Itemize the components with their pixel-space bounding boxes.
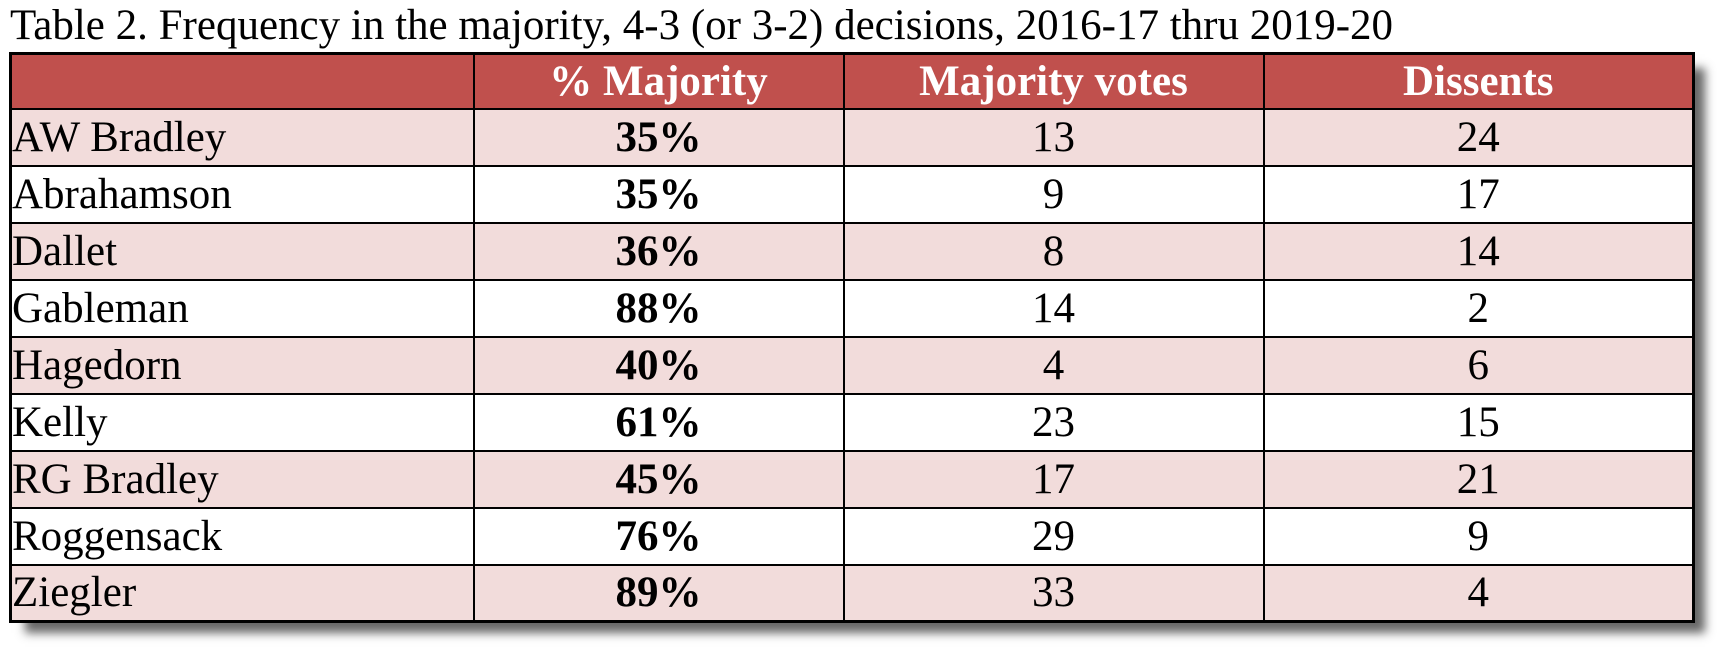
pct-majority-value: 45% <box>472 449 845 509</box>
table-row: RG Bradley 45% 17 21 <box>9 449 1695 509</box>
justice-name: Dallet <box>9 221 475 281</box>
dissents-value: 6 <box>1262 335 1695 395</box>
pct-majority-value: 88% <box>472 278 845 338</box>
header-pct-majority: % Majority <box>472 52 845 110</box>
dissents-value: 2 <box>1262 278 1695 338</box>
majority-votes-value: 9 <box>842 164 1265 224</box>
dissents-value: 14 <box>1262 221 1695 281</box>
table-row: AW Bradley 35% 13 24 <box>9 107 1695 167</box>
table-row: Dallet 36% 8 14 <box>9 221 1695 281</box>
table-row: Roggensack 76% 29 9 <box>9 506 1695 566</box>
majority-votes-value: 4 <box>842 335 1265 395</box>
pct-majority-value: 61% <box>472 392 845 452</box>
justice-name: Gableman <box>9 278 475 338</box>
justice-name: Roggensack <box>9 506 475 566</box>
table-row: Gableman 88% 14 2 <box>9 278 1695 338</box>
dissents-value: 9 <box>1262 506 1695 566</box>
table-row: Ziegler 89% 33 4 <box>9 563 1695 623</box>
justice-name: RG Bradley <box>9 449 475 509</box>
majority-votes-value: 14 <box>842 278 1265 338</box>
majority-votes-value: 8 <box>842 221 1265 281</box>
header-justice-blank <box>9 52 475 110</box>
majority-votes-value: 13 <box>842 107 1265 167</box>
justice-name: Kelly <box>9 392 475 452</box>
pct-majority-value: 40% <box>472 335 845 395</box>
justice-name: Ziegler <box>9 563 475 623</box>
dissents-value: 4 <box>1262 563 1695 623</box>
justice-name: AW Bradley <box>9 107 475 167</box>
header-majority-votes: Majority votes <box>842 52 1265 110</box>
pct-majority-value: 76% <box>472 506 845 566</box>
majority-frequency-table: % Majority Majority votes Dissents AW Br… <box>9 52 1695 623</box>
majority-votes-value: 17 <box>842 449 1265 509</box>
dissents-value: 17 <box>1262 164 1695 224</box>
table-caption: Table 2. Frequency in the majority, 4-3 … <box>10 2 1394 49</box>
justice-name: Abrahamson <box>9 164 475 224</box>
majority-votes-value: 33 <box>842 563 1265 623</box>
majority-votes-value: 23 <box>842 392 1265 452</box>
pct-majority-value: 36% <box>472 221 845 281</box>
table-row: Hagedorn 40% 4 6 <box>9 335 1695 395</box>
justice-name: Hagedorn <box>9 335 475 395</box>
pct-majority-value: 35% <box>472 164 845 224</box>
table-row: Abrahamson 35% 9 17 <box>9 164 1695 224</box>
pct-majority-value: 89% <box>472 563 845 623</box>
majority-votes-value: 29 <box>842 506 1265 566</box>
pct-majority-value: 35% <box>472 107 845 167</box>
dissents-value: 15 <box>1262 392 1695 452</box>
dissents-value: 21 <box>1262 449 1695 509</box>
header-row: % Majority Majority votes Dissents <box>9 52 1695 110</box>
header-dissents: Dissents <box>1262 52 1695 110</box>
dissents-value: 24 <box>1262 107 1695 167</box>
table-row: Kelly 61% 23 15 <box>9 392 1695 452</box>
